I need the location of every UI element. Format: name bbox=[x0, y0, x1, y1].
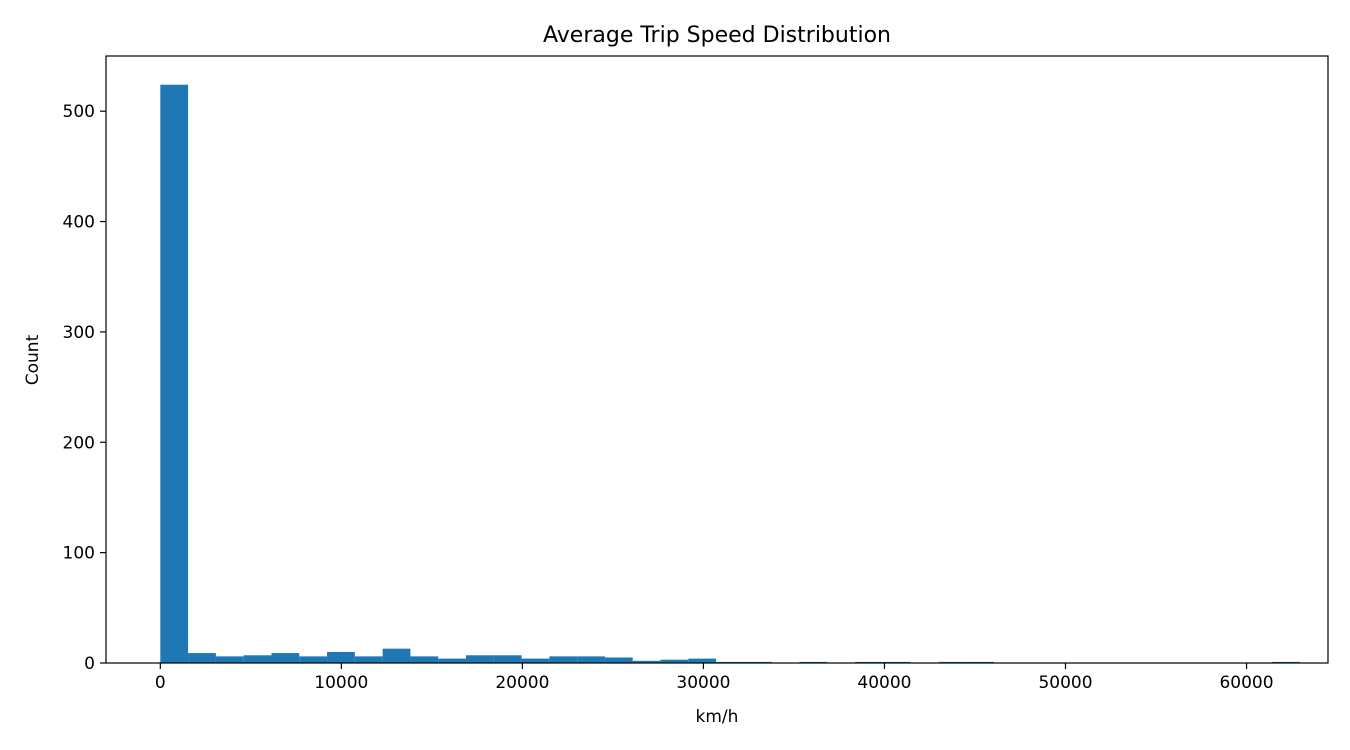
x-tick-label: 50000 bbox=[1038, 673, 1092, 693]
x-tick-label: 20000 bbox=[495, 673, 549, 693]
histogram-bar bbox=[438, 658, 466, 663]
x-tick-label: 10000 bbox=[314, 673, 368, 693]
histogram-bar bbox=[327, 651, 355, 663]
histogram-bar bbox=[549, 656, 578, 663]
histogram-bar bbox=[604, 657, 633, 663]
histogram-bar bbox=[188, 653, 216, 663]
y-tick-label: 500 bbox=[63, 102, 95, 122]
histogram-bar bbox=[243, 655, 272, 663]
x-tick-label: 60000 bbox=[1219, 673, 1273, 693]
histogram-bar bbox=[521, 658, 550, 663]
y-tick-label: 0 bbox=[84, 654, 95, 674]
histogram-bar bbox=[271, 653, 300, 663]
y-tick-label: 100 bbox=[63, 544, 95, 564]
x-axis-label: km/h bbox=[696, 707, 739, 727]
bars-group bbox=[160, 84, 1300, 664]
histogram-bar bbox=[410, 656, 439, 663]
y-tick-label: 300 bbox=[63, 323, 95, 343]
chart-title: Average Trip Speed Distribution bbox=[543, 23, 891, 48]
x-axis-ticks: 0 10000 20000 30000 40000 50000 60000 bbox=[155, 663, 1274, 693]
histogram-bar bbox=[577, 656, 605, 663]
x-tick-label: 0 bbox=[155, 673, 166, 693]
histogram-bar bbox=[465, 655, 494, 663]
y-tick-label: 400 bbox=[63, 213, 95, 233]
histogram-bar bbox=[160, 84, 189, 664]
histogram-bar bbox=[215, 656, 244, 663]
histogram-bar bbox=[632, 660, 661, 663]
y-axis-ticks: 0 100 200 300 400 500 bbox=[63, 102, 106, 674]
histogram-bar bbox=[660, 659, 689, 663]
histogram-bar bbox=[354, 656, 383, 663]
y-axis-label: Count bbox=[23, 334, 43, 385]
histogram-bar bbox=[382, 648, 411, 663]
plot-frame bbox=[105, 55, 1329, 664]
histogram-bar bbox=[493, 655, 522, 663]
x-tick-label: 40000 bbox=[857, 673, 911, 693]
histogram-bar bbox=[688, 658, 717, 663]
histogram-bar bbox=[299, 656, 328, 663]
y-tick-label: 200 bbox=[63, 433, 95, 453]
x-tick-label: 30000 bbox=[676, 673, 730, 693]
